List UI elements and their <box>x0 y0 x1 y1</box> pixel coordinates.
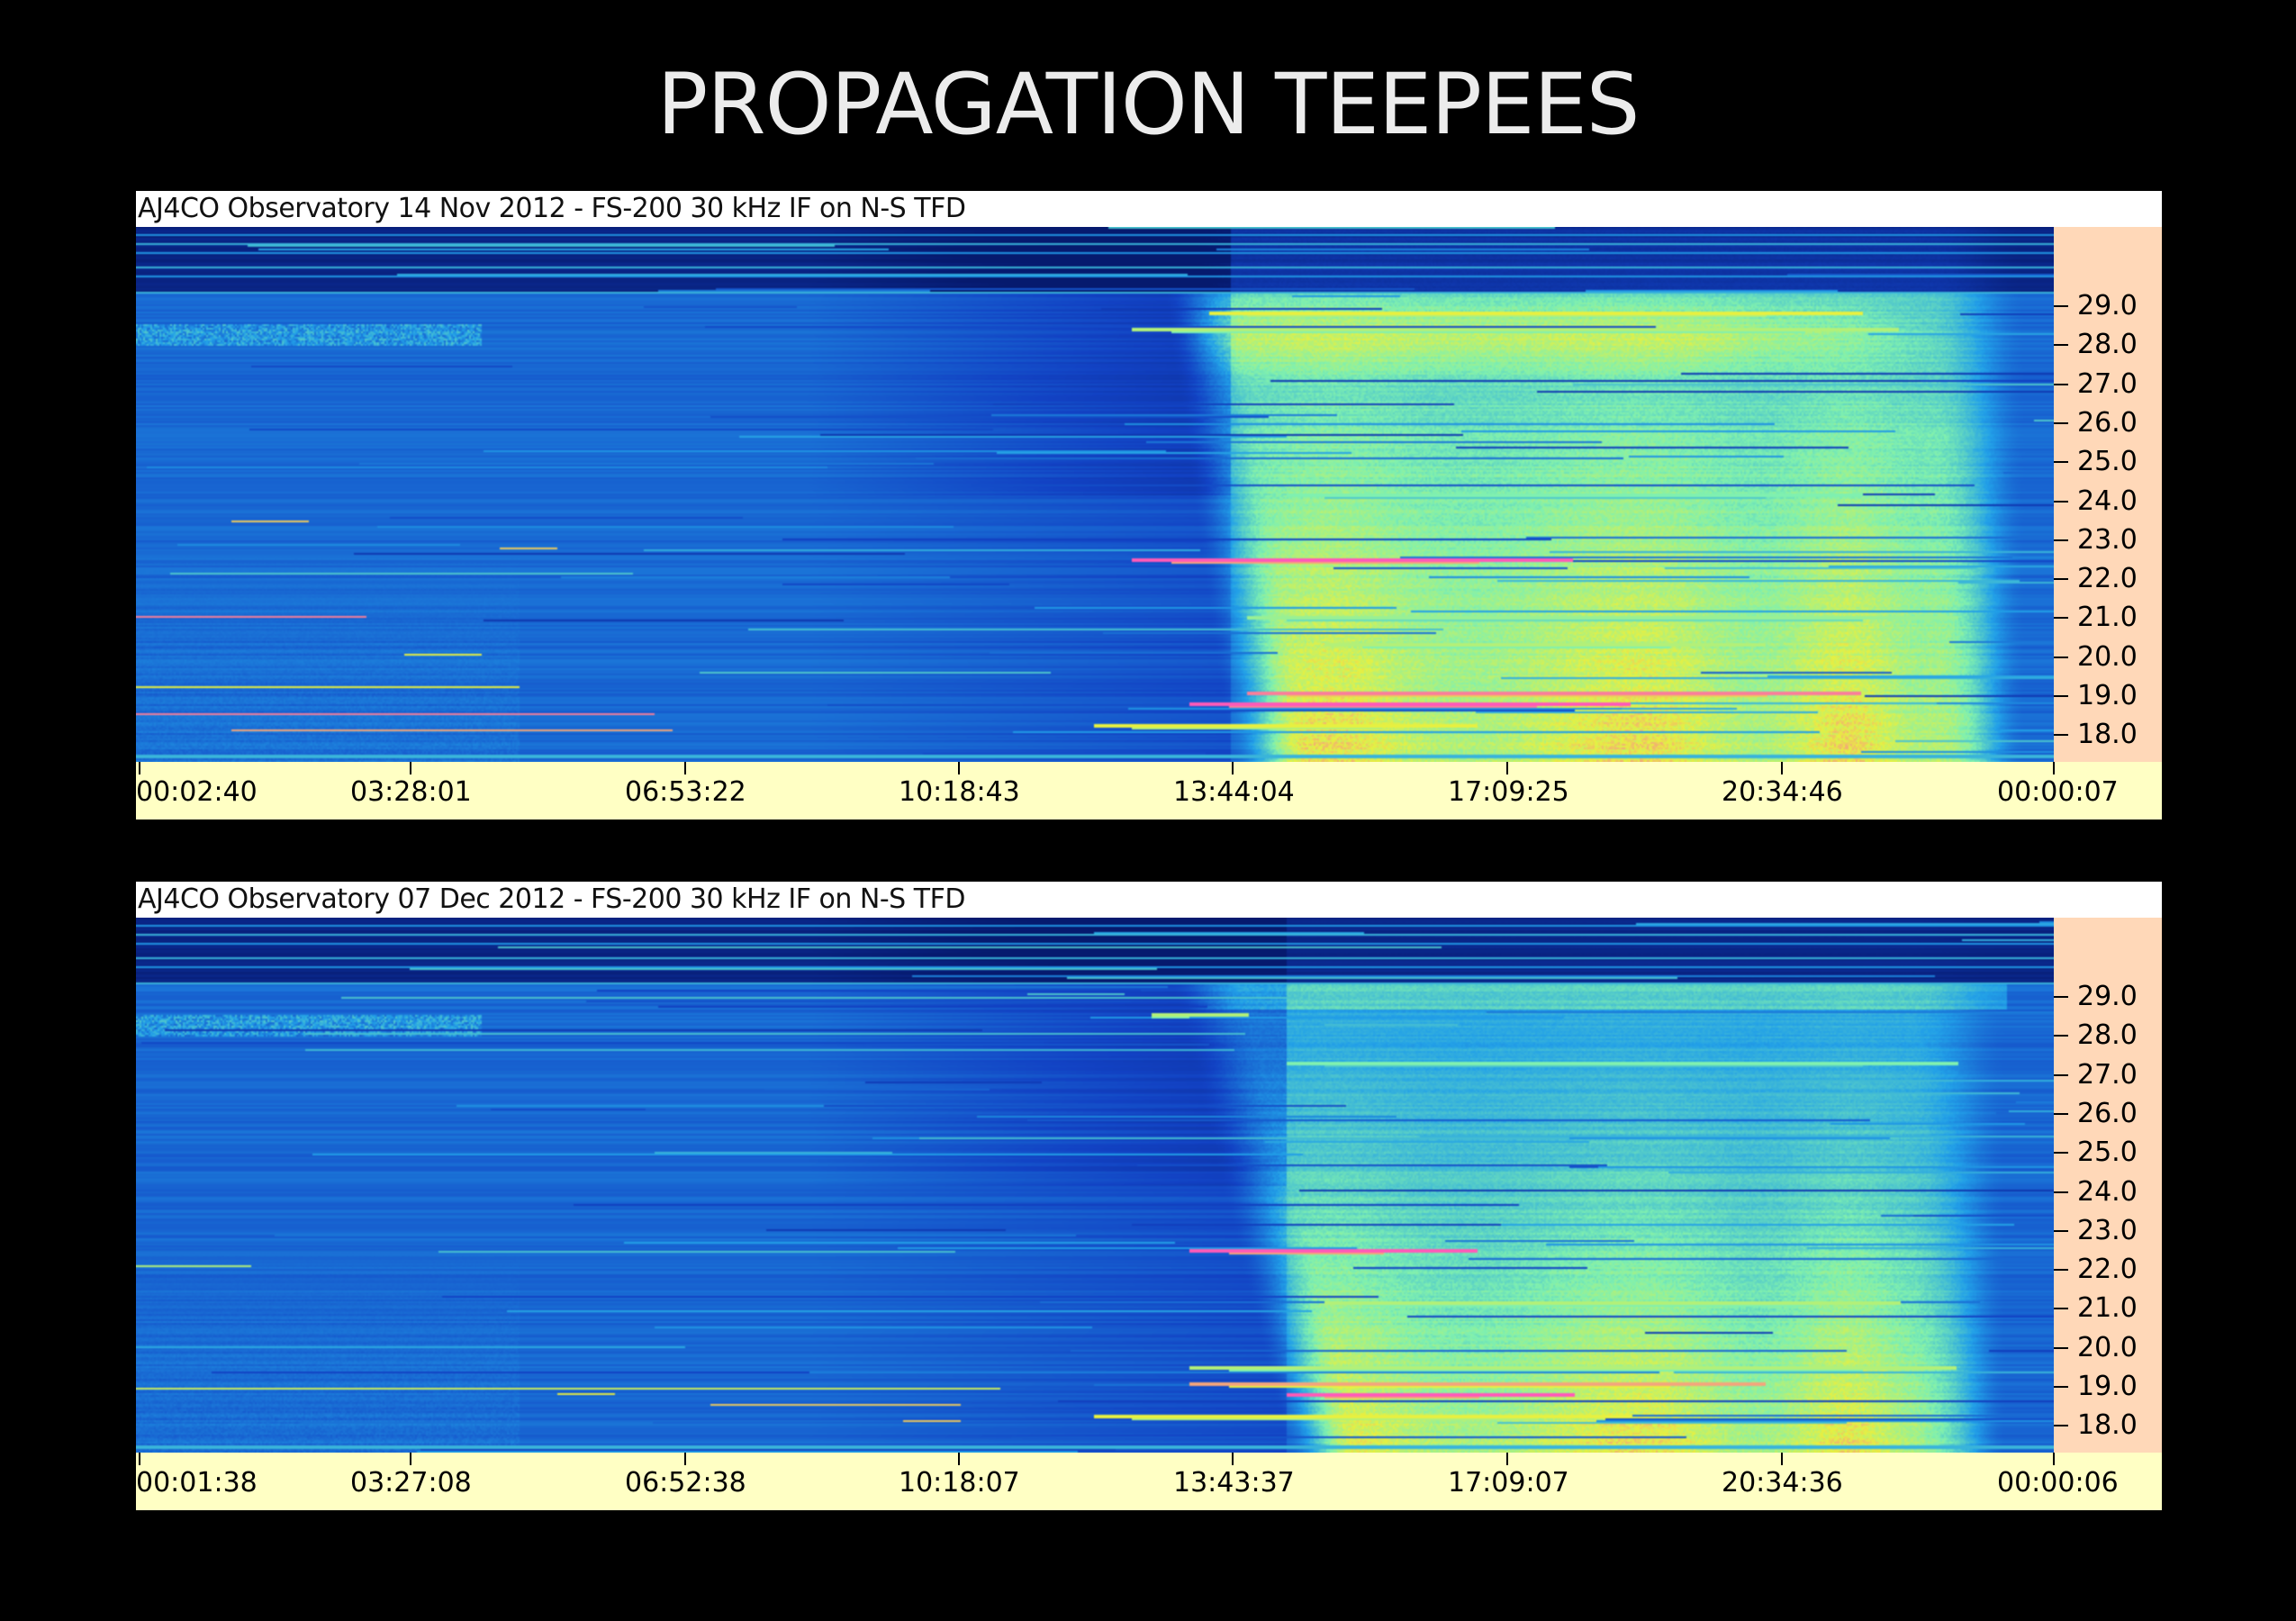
chart-title: AJ4CO Observatory 14 Nov 2012 - FS-200 3… <box>138 193 966 224</box>
y-tick <box>2054 1112 2068 1115</box>
spectrogram-plot <box>136 227 2054 762</box>
y-tick-label: 19.0 <box>2077 1371 2138 1402</box>
y-tick <box>2054 1073 2068 1076</box>
y-tick-label: 25.0 <box>2077 446 2138 478</box>
x-tick <box>139 1453 140 1465</box>
y-tick <box>2054 695 2068 697</box>
y-tick <box>2054 344 2068 347</box>
y-tick <box>2054 305 2068 307</box>
y-tick-label: 20.0 <box>2077 1331 2138 1363</box>
y-tick <box>2054 734 2068 737</box>
y-tick <box>2054 617 2068 620</box>
x-tick-label: 03:27:08 <box>350 1467 472 1499</box>
y-tick-label: 21.0 <box>2077 602 2138 634</box>
y-tick-label: 22.0 <box>2077 1254 2138 1286</box>
spectrogram-panel-2: AJ4CO Observatory 07 Dec 2012 - FS-200 3… <box>136 882 2162 1510</box>
spectrogram-image <box>136 227 2054 762</box>
x-tick-label: 00:00:06 <box>1997 1467 2119 1499</box>
y-tick <box>2054 461 2068 464</box>
x-tick-label: 17:09:25 <box>1448 776 1569 808</box>
x-tick <box>958 1453 960 1465</box>
y-tick-label: 24.0 <box>2077 484 2138 517</box>
x-tick <box>1781 1453 1783 1465</box>
x-tick-label: 20:34:36 <box>1722 1467 1843 1499</box>
x-tick <box>410 1453 411 1465</box>
y-tick <box>2054 421 2068 424</box>
x-tick-label: 17:09:07 <box>1448 1467 1569 1499</box>
y-tick <box>2054 1308 2068 1310</box>
x-tick-label: 13:43:37 <box>1173 1467 1295 1499</box>
y-tick-label: 21.0 <box>2077 1292 2138 1325</box>
y-tick-label: 20.0 <box>2077 640 2138 673</box>
x-tick-label: 13:44:04 <box>1173 776 1295 808</box>
x-tick <box>958 762 960 774</box>
y-tick-label: 27.0 <box>2077 1058 2138 1091</box>
x-tick-label: 06:53:22 <box>625 776 746 808</box>
x-tick <box>684 1453 686 1465</box>
x-tick-label: 00:01:38 <box>136 1467 258 1499</box>
y-tick <box>2054 1269 2068 1272</box>
y-tick <box>2054 656 2068 658</box>
x-tick <box>1232 762 1234 774</box>
y-tick <box>2054 1152 2068 1155</box>
x-tick <box>1506 762 1508 774</box>
spectrogram-image <box>136 918 2054 1453</box>
y-tick-label: 27.0 <box>2077 367 2138 400</box>
x-axis: 00:02:40 03:28:01 06:53:22 10:18:43 13:44:04… <box>136 762 2162 820</box>
y-tick-label: 22.0 <box>2077 563 2138 595</box>
y-tick <box>2054 500 2068 503</box>
y-tick <box>2054 996 2068 998</box>
y-tick <box>2054 1035 2068 1037</box>
x-tick <box>1232 1453 1234 1465</box>
y-tick <box>2054 383 2068 385</box>
y-tick-label: 29.0 <box>2077 981 2138 1012</box>
x-tick <box>410 762 411 774</box>
y-axis: 29.0 28.0 27.0 26.0 25.0 24.0 23.0 22.0 21.0 20.0… <box>2054 918 2162 1481</box>
y-tick-label: 25.0 <box>2077 1137 2138 1169</box>
x-tick-label: 06:52:38 <box>625 1467 746 1499</box>
y-tick-label: 28.0 <box>2077 329 2138 361</box>
y-tick-label: 28.0 <box>2077 1019 2138 1052</box>
x-tick-label: 03:28:01 <box>350 776 472 808</box>
y-tick-label: 26.0 <box>2077 1097 2138 1129</box>
x-tick <box>1506 1453 1508 1465</box>
x-tick <box>1781 762 1783 774</box>
y-tick-label: 29.0 <box>2077 290 2138 321</box>
spectrogram-plot <box>136 918 2054 1453</box>
x-tick <box>2053 1453 2055 1465</box>
x-tick <box>2053 762 2055 774</box>
y-tick-label: 23.0 <box>2077 523 2138 556</box>
x-tick-label: 00:02:40 <box>136 776 258 808</box>
y-axis: 29.0 28.0 27.0 26.0 25.0 24.0 23.0 22.0 21.0 20.0… <box>2054 227 2162 790</box>
y-tick <box>2054 1386 2068 1388</box>
y-tick-label: 23.0 <box>2077 1214 2138 1246</box>
x-tick-label: 10:18:43 <box>899 776 1020 808</box>
y-tick-label: 18.0 <box>2077 719 2138 751</box>
x-tick-label: 20:34:46 <box>1722 776 1843 808</box>
y-tick <box>2054 1191 2068 1193</box>
x-tick-label: 00:00:07 <box>1997 776 2119 808</box>
y-tick <box>2054 578 2068 581</box>
chart-title: AJ4CO Observatory 07 Dec 2012 - FS-200 3… <box>138 883 965 915</box>
y-tick <box>2054 1229 2068 1232</box>
y-tick-label: 19.0 <box>2077 680 2138 711</box>
y-tick <box>2054 539 2068 541</box>
y-tick <box>2054 1346 2068 1349</box>
y-tick-label: 24.0 <box>2077 1175 2138 1208</box>
page-title: PROPAGATION TEEPEES <box>656 56 1641 154</box>
y-tick-label: 18.0 <box>2077 1409 2138 1442</box>
y-tick <box>2054 1425 2068 1427</box>
y-tick-label: 26.0 <box>2077 406 2138 439</box>
x-tick <box>684 762 686 774</box>
x-tick <box>139 762 140 774</box>
x-tick-label: 10:18:07 <box>899 1467 1020 1499</box>
spectrogram-panel-1: AJ4CO Observatory 14 Nov 2012 - FS-200 3… <box>136 191 2162 820</box>
x-axis: 00:01:38 03:27:08 06:52:38 10:18:07 13:43:37… <box>136 1453 2162 1510</box>
